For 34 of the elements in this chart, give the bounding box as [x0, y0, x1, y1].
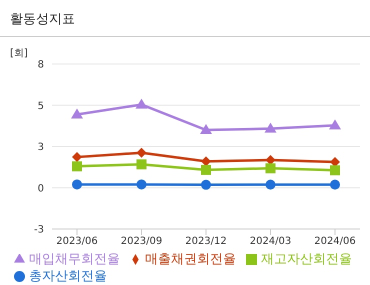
- point: [266, 180, 276, 190]
- y-tick-label: 8: [38, 60, 44, 71]
- point: [330, 165, 340, 176]
- x-tick-label: 2023/12: [185, 236, 227, 248]
- legend-label: 매출채권회전율: [145, 252, 236, 267]
- point: [264, 122, 276, 133]
- point: [330, 180, 340, 190]
- point: [201, 180, 211, 190]
- legend-label: 재고자산회전율: [261, 252, 352, 267]
- x-tick-label: 2024/06: [314, 236, 356, 248]
- chart-title: 활동성지표: [10, 11, 75, 28]
- point: [201, 156, 211, 166]
- point: [72, 179, 82, 190]
- point: [136, 148, 146, 158]
- x-tick-label: 2024/03: [250, 236, 292, 248]
- y-tick-label: -3: [34, 224, 44, 236]
- x-tick-label: 2023/09: [120, 236, 162, 248]
- point: [136, 98, 148, 109]
- y-tick-label: 0: [38, 183, 44, 194]
- point: [266, 163, 276, 174]
- point: [72, 152, 82, 162]
- point: [200, 124, 212, 134]
- point: [201, 164, 211, 175]
- point: [329, 119, 341, 130]
- legend-label: 매입채무회전율: [29, 252, 120, 267]
- y-tick-label: 5: [38, 100, 44, 112]
- x-tick-label: 2023/06: [56, 236, 98, 248]
- y-tick-label: 3: [38, 142, 44, 154]
- legend-label: 총자산회전율: [29, 269, 107, 284]
- point: [71, 108, 83, 118]
- point: [136, 159, 146, 170]
- point: [136, 179, 146, 190]
- y-axis-title: [회]: [10, 47, 28, 60]
- point: [72, 161, 82, 172]
